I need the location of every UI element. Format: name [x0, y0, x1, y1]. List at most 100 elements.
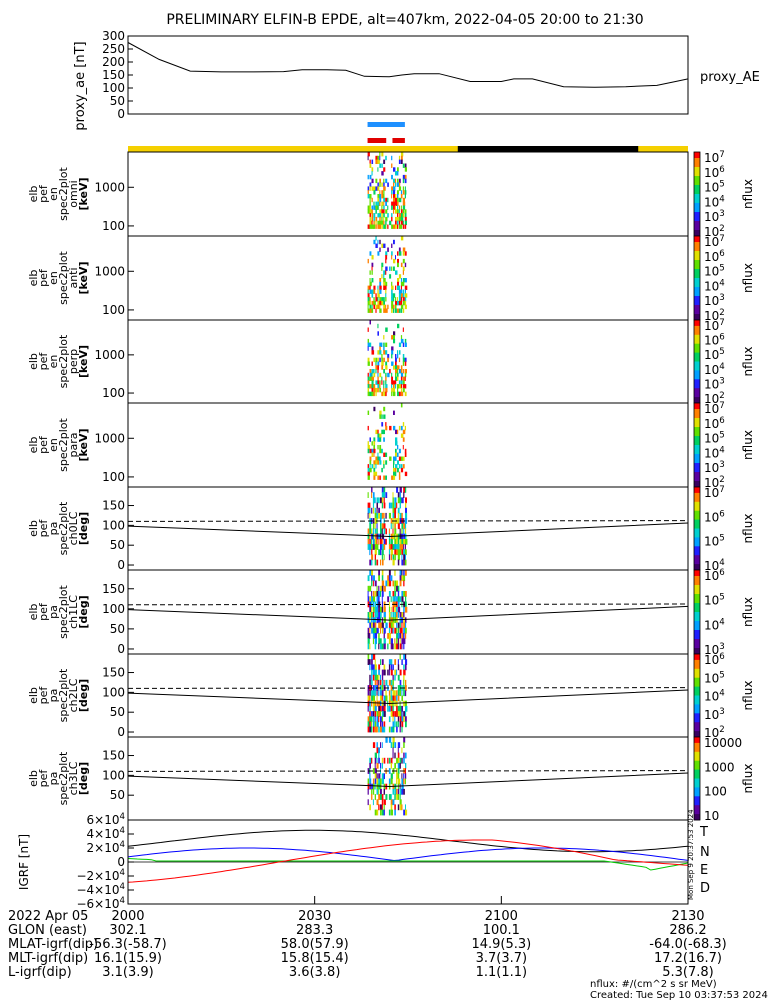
spectrogram-pixel	[381, 220, 384, 226]
spectrogram-pixel	[375, 460, 378, 465]
spectrogram-pixel	[373, 467, 376, 473]
spectrogram-pixel	[394, 538, 397, 545]
colorbar-segment	[694, 817, 700, 821]
colorbar-segment	[694, 269, 700, 273]
spectrogram-pixel	[375, 391, 377, 397]
spectrogram-pixel	[397, 659, 399, 665]
spectrogram-pixel	[378, 633, 380, 639]
spectrogram-pixel	[381, 726, 385, 733]
spectrogram-pixel	[393, 391, 396, 397]
colorbar-frame	[693, 736, 701, 821]
spectrogram-pixel	[404, 372, 407, 378]
spectrogram-pixel	[372, 612, 375, 618]
panel-para: 1000100elbpefenspec2plotpara[keV]1071061…	[27, 401, 755, 490]
spectrogram-pixel	[379, 152, 381, 157]
tick-exponent: 3	[719, 707, 725, 717]
spectrogram-pixel	[405, 502, 407, 509]
spectrogram-pixel	[383, 243, 386, 248]
spectrogram-pixel	[393, 258, 396, 264]
tick-base: 10	[704, 181, 719, 195]
spectrogram-pixel	[397, 350, 399, 355]
spectrogram-pixel	[379, 209, 382, 214]
spectrogram-pixel	[393, 182, 395, 187]
spectrogram-pixel	[375, 361, 377, 366]
spectrogram-pixel	[385, 679, 388, 686]
colorbar-segment	[694, 385, 700, 389]
spectrogram-pixel	[402, 209, 405, 214]
spectrogram-pixel	[369, 186, 371, 191]
spectrogram-pixel	[373, 220, 375, 226]
spectrogram-pixel	[395, 220, 397, 226]
spectrogram-pixel	[383, 497, 385, 504]
spectrogram-pixel	[376, 695, 378, 702]
colorbar-segment	[694, 636, 700, 640]
spectrogram-pixel	[379, 304, 381, 310]
colorbar-segment	[694, 490, 700, 494]
spectrogram-pixel	[401, 554, 403, 561]
spectrogram-pixel	[394, 659, 397, 665]
spectrogram-pixel	[383, 380, 385, 385]
tick-exponent: 4	[719, 194, 725, 204]
spectrogram-pixel	[405, 507, 407, 514]
tick-base: 10	[704, 392, 719, 406]
spectrogram-pixel	[390, 638, 393, 645]
proxy-ae-frame	[127, 35, 689, 115]
tick-exponent: 2	[719, 475, 725, 485]
tick-base: 10	[704, 559, 719, 573]
colorbar-segment	[694, 397, 700, 401]
spectrogram-pixel	[376, 721, 379, 728]
spectrogram-pixel	[381, 171, 384, 176]
spectrogram-pixel	[403, 778, 405, 785]
colorbar-tick-label: 102	[704, 224, 725, 239]
spectrogram-pixel	[380, 549, 382, 556]
spectrogram-pixel	[369, 194, 372, 199]
spectrogram-pixel	[369, 205, 371, 210]
spectrogram-pixel	[380, 638, 382, 645]
colorbar-segment	[694, 537, 700, 541]
colorbar-tick-label: 104	[704, 689, 725, 704]
spectrogram-pixel	[398, 293, 401, 298]
spectrogram-pixel	[374, 705, 377, 712]
spectrogram-pixel	[401, 549, 404, 556]
colorbar-tick-label: 106	[704, 568, 725, 583]
spectrogram-pixel	[380, 585, 382, 592]
spectrogram-pixel	[379, 155, 381, 161]
spectrogram-pixel	[373, 441, 376, 446]
spectrogram-pixel	[391, 190, 393, 195]
spectrogram-pixel	[390, 664, 393, 671]
spectrogram-pixel	[381, 762, 383, 769]
spectrogram-pixel	[369, 721, 371, 728]
spectrogram-pixel	[398, 350, 401, 355]
spectrogram-pixel	[383, 487, 386, 493]
spectrogram-pixel	[398, 342, 402, 347]
spectrogram-pixel	[405, 721, 407, 728]
spectrogram-pixel	[383, 335, 385, 340]
y-tick-label: 1000	[94, 348, 125, 362]
spectrogram-pixel	[392, 627, 394, 634]
tick-base: 10	[704, 535, 719, 549]
spectrogram-pixel	[405, 679, 407, 686]
spectrogram-pixel	[397, 201, 399, 206]
y-label-line: perp	[67, 349, 80, 374]
spectrogram-pixel	[399, 716, 402, 723]
colorbar-segment	[694, 642, 700, 646]
spectrogram-pixel	[371, 528, 373, 535]
spectrogram-pixel	[400, 209, 403, 214]
spectrogram-pixel	[369, 285, 371, 290]
tick-exponent: 4	[719, 617, 725, 627]
spectrogram-pixel	[374, 638, 377, 645]
spectrogram-pixel	[375, 369, 377, 374]
colorbar-segment	[694, 600, 700, 604]
spectrogram-pixel	[367, 155, 369, 161]
tick-base: 10	[704, 210, 719, 224]
spectrogram-pixel	[397, 773, 400, 780]
colorbar-segment	[694, 290, 700, 294]
colorbar-tick-label: 104	[704, 362, 725, 377]
panel-frame	[127, 402, 689, 488]
sunlit-bar	[128, 146, 688, 152]
spectrogram-pixel	[385, 224, 387, 229]
spectrogram-pixel	[372, 695, 375, 702]
spectrogram-pixel	[377, 380, 380, 385]
spectrogram-pixel	[369, 570, 372, 576]
spectrogram-pixel	[374, 664, 377, 671]
